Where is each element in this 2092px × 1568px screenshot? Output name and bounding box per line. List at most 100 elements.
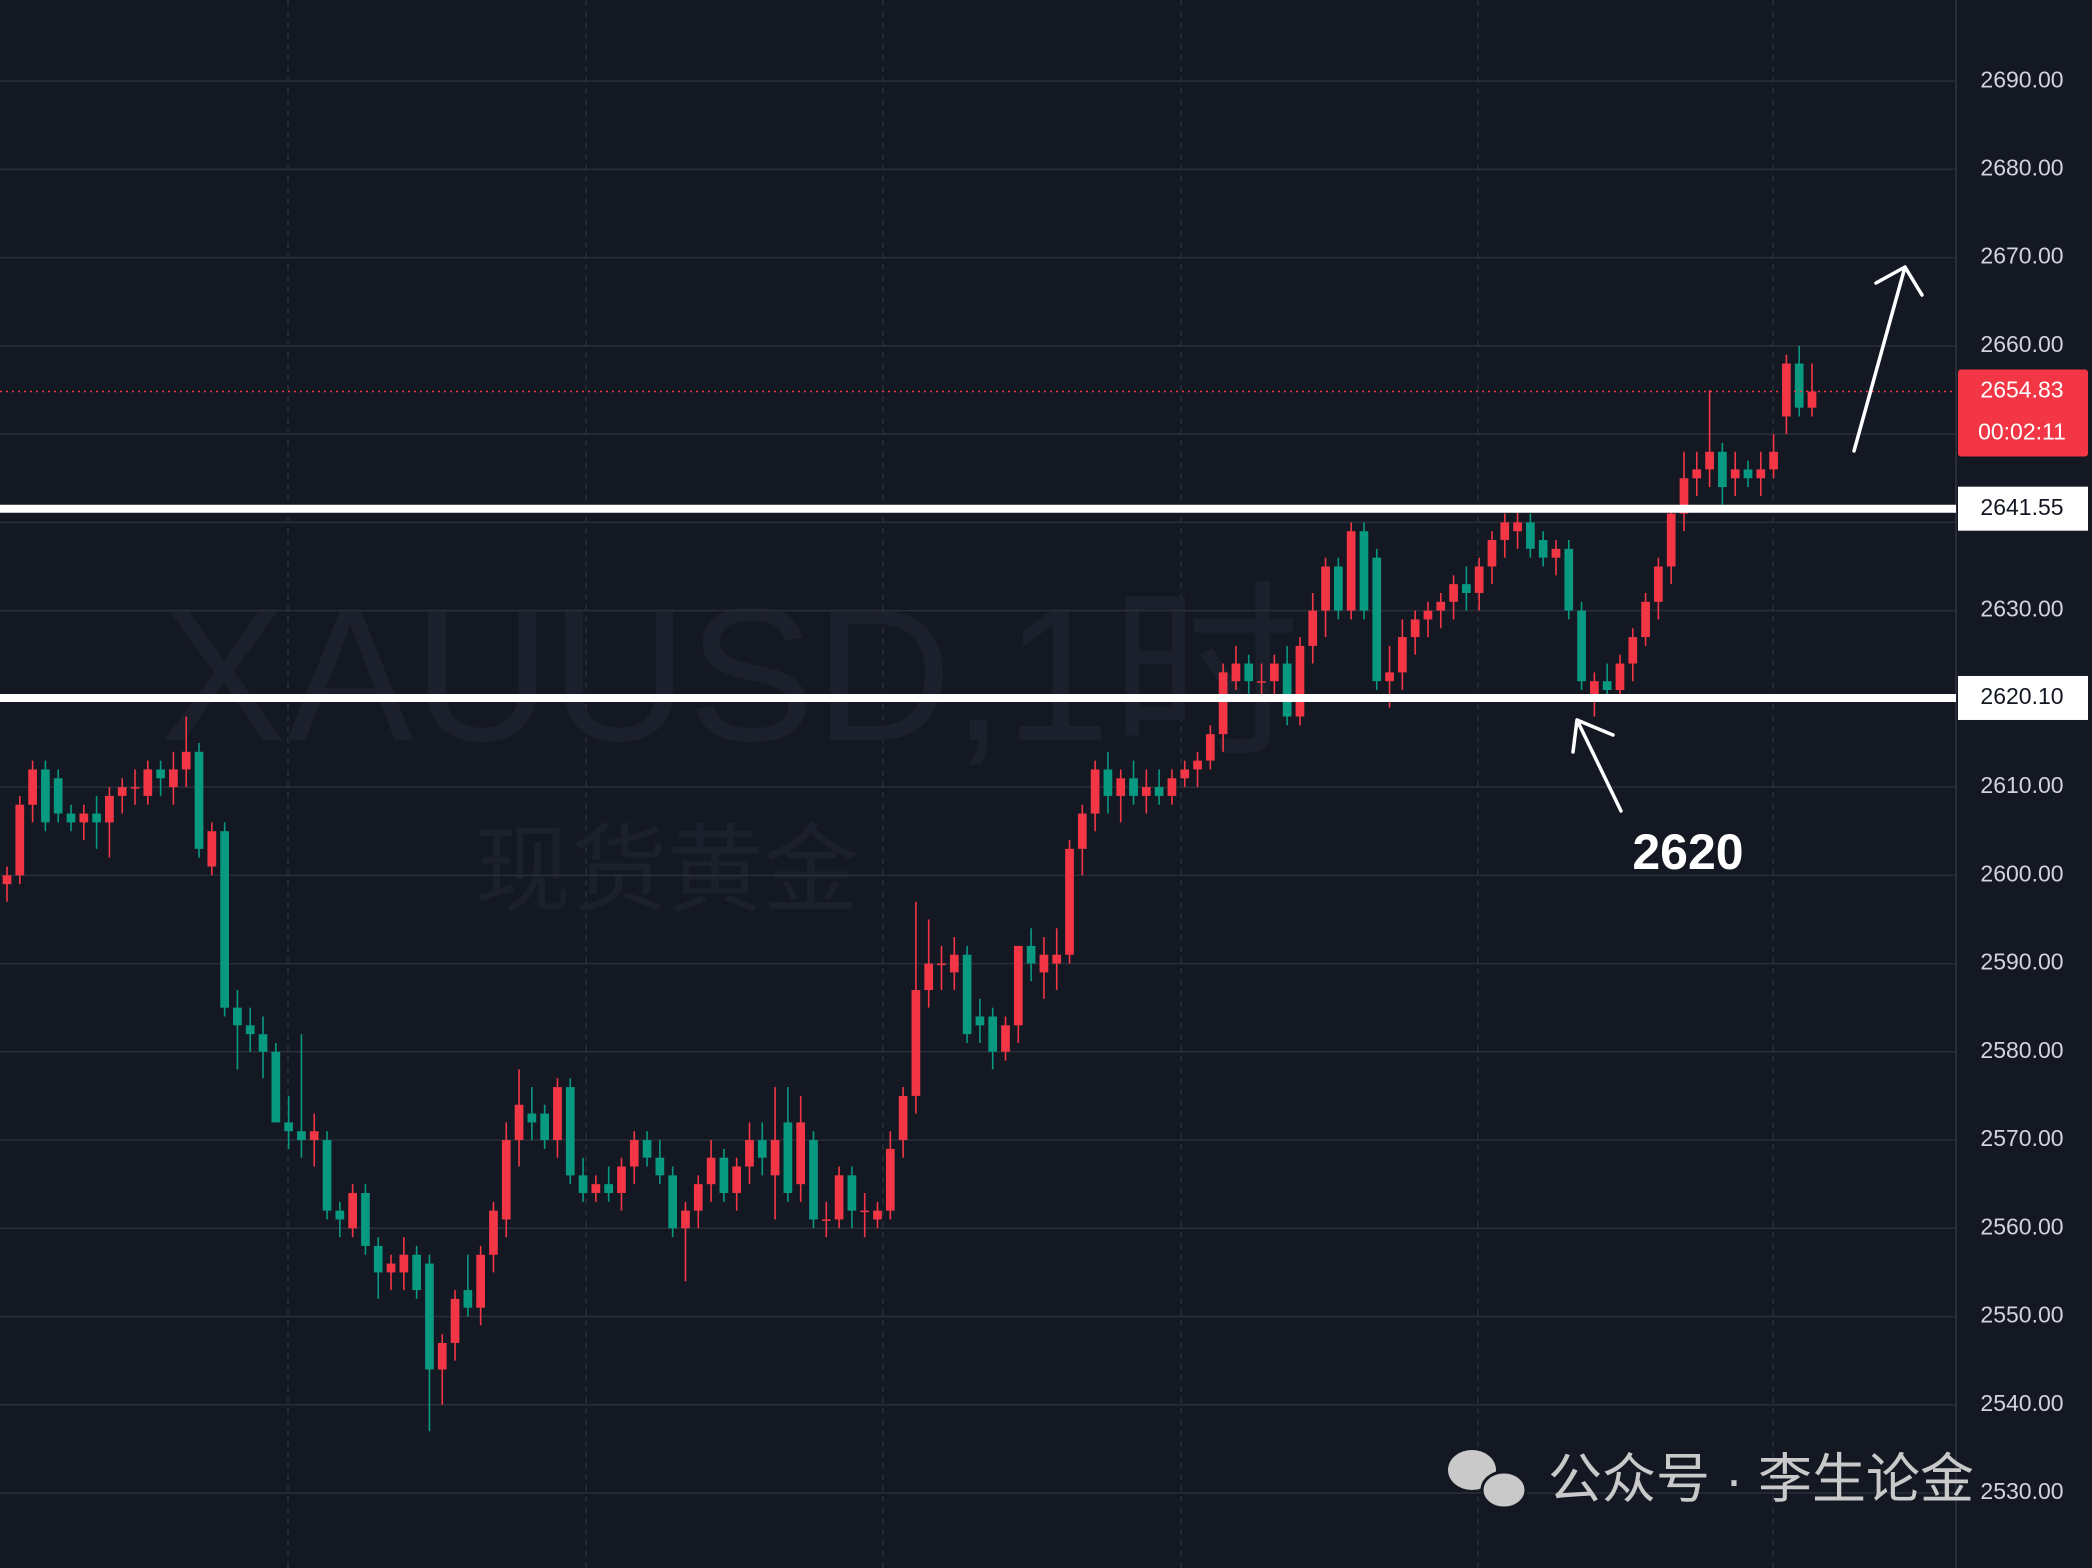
candle-body (1308, 610, 1318, 646)
candle-body (117, 787, 127, 796)
candle-body (258, 1034, 268, 1052)
y-tick-label: 2670.00 (1980, 243, 2063, 269)
candle-body (1538, 540, 1548, 558)
last-price-label: 2654.83 (1980, 377, 2063, 403)
candle-body (1577, 610, 1586, 682)
candle-body (809, 1140, 818, 1220)
candle-body (1129, 778, 1138, 796)
candle-body (1551, 548, 1561, 558)
candle-body (450, 1298, 460, 1343)
candle-body (745, 1140, 754, 1167)
candle-body (898, 1095, 908, 1141)
candle-body (1679, 478, 1689, 514)
candle-body (1333, 566, 1343, 611)
candle-body (553, 1087, 562, 1141)
candle-body (284, 1122, 293, 1132)
wechat-icon (1448, 1450, 1528, 1510)
candle-body (873, 1210, 882, 1220)
candle-body (1282, 663, 1292, 717)
candle-body (924, 963, 934, 991)
y-tick-label: 2680.00 (1980, 154, 2063, 180)
candle-body (79, 813, 89, 823)
candle-body (1154, 787, 1164, 796)
candle-body (988, 1016, 998, 1052)
candle-body (1180, 769, 1190, 779)
candle-body (399, 1254, 409, 1273)
candle-body (233, 1007, 242, 1026)
y-tick-label: 2600.00 (1980, 860, 2063, 886)
level-label: 2641.55 (1980, 494, 2063, 520)
watermark-name: 现货黄金 (475, 817, 859, 924)
candle-body (1423, 610, 1433, 620)
candle-body (66, 813, 76, 823)
candle-body (28, 769, 37, 805)
candle-body (1654, 566, 1663, 602)
candle-body (821, 1219, 831, 1221)
candle-body (1474, 566, 1484, 593)
candle-body (143, 769, 153, 796)
candle-body (1666, 513, 1676, 567)
candle-body (1065, 848, 1074, 955)
y-tick-label: 2660.00 (1980, 331, 2063, 357)
candle-body (1730, 469, 1740, 479)
candle-body (1436, 601, 1446, 611)
candle-body (681, 1210, 690, 1229)
candle-body (245, 1025, 255, 1035)
candle-body (1718, 451, 1727, 488)
candle-body (181, 751, 191, 770)
candle-body (1794, 363, 1804, 408)
last-price-box (1958, 369, 2088, 457)
y-tick-label: 2540.00 (1980, 1390, 2063, 1416)
candle-body (617, 1166, 626, 1193)
candle-body (373, 1245, 383, 1273)
candle-body (1615, 663, 1625, 691)
candle-body (540, 1113, 550, 1141)
candle-body (834, 1175, 844, 1220)
y-tick-label: 2580.00 (1980, 1037, 2063, 1063)
candle-body (885, 1148, 895, 1211)
candle-body (1103, 769, 1113, 796)
time-grid (287, 0, 1774, 1568)
candle-body (1359, 531, 1369, 611)
candle-body (668, 1175, 678, 1229)
candle-body (15, 804, 25, 876)
y-tick-label: 2560.00 (1980, 1213, 2063, 1239)
candle-body (1769, 451, 1778, 470)
y-tick-label: 2570.00 (1980, 1125, 2063, 1151)
y-tick-label: 2590.00 (1980, 949, 2063, 975)
candle-body (271, 1051, 281, 1123)
y-tick-label: 2530.00 (1980, 1478, 2063, 1504)
candle-body (719, 1157, 729, 1193)
candle-body (1385, 672, 1394, 682)
annotation: 2620 (1632, 824, 1743, 880)
candle-body (1218, 672, 1228, 735)
candle-body (1116, 778, 1126, 796)
candle-body (194, 751, 204, 849)
candle-body (2, 875, 12, 885)
y-tick-label: 2630.00 (1980, 596, 2063, 622)
candle-body (1602, 681, 1612, 691)
arrow-support (1571, 718, 1623, 813)
candle-body (975, 1016, 985, 1026)
candle-body (1692, 469, 1702, 479)
candle-body (783, 1122, 793, 1193)
candle-body (501, 1140, 511, 1220)
candle-body (1193, 760, 1202, 770)
candle-body (847, 1175, 857, 1211)
candle-body (489, 1210, 498, 1255)
candle-body (1513, 522, 1522, 532)
candle-body (425, 1263, 434, 1370)
level-label: 2620.10 (1980, 683, 2063, 709)
candle-body (1257, 681, 1266, 683)
candle-body (156, 769, 165, 779)
candle-body (1782, 363, 1791, 417)
candle-body (412, 1254, 421, 1291)
candle-body (706, 1157, 716, 1185)
candle-body (1526, 522, 1535, 549)
candle-body (1001, 1025, 1010, 1052)
candle-body (1500, 522, 1510, 541)
candle-body (1462, 584, 1471, 593)
